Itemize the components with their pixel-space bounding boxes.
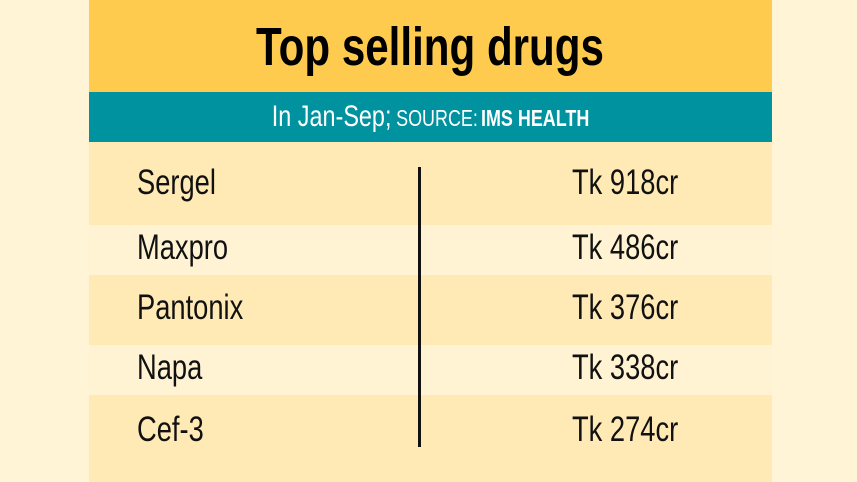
title-band: Top selling drugs — [89, 0, 772, 92]
infographic-card: Top selling drugs In Jan-Sep; SOURCE: IMS … — [89, 0, 772, 482]
subtitle-band: In Jan-Sep; SOURCE: IMS HEALTH — [89, 92, 772, 142]
table-row: Napa Tk 338cr — [89, 345, 772, 395]
chart-title: Top selling drugs — [256, 17, 605, 77]
table-row: Sergel Tk 918cr — [89, 142, 772, 225]
drug-name: Pantonix — [137, 288, 244, 327]
drug-name: Cef-3 — [137, 410, 204, 449]
subtitle: In Jan-Sep; SOURCE: IMS HEALTH — [272, 100, 590, 134]
drug-sales: Tk 274cr — [572, 410, 679, 449]
table-row: Pantonix Tk 376cr — [89, 275, 772, 345]
table-row: Maxpro Tk 486cr — [89, 225, 772, 275]
source-name: IMS HEALTH — [480, 105, 590, 131]
period-label: In Jan-Sep; — [271, 100, 392, 133]
table-row: Cef-3 Tk 274cr — [89, 395, 772, 482]
source-label: SOURCE: — [396, 105, 478, 131]
column-divider — [418, 167, 421, 447]
drug-name: Napa — [137, 348, 203, 387]
drug-sales: Tk 918cr — [572, 163, 679, 202]
drug-sales: Tk 486cr — [572, 228, 679, 267]
drug-sales: Tk 376cr — [572, 288, 679, 327]
drug-sales: Tk 338cr — [572, 348, 679, 387]
drug-name: Maxpro — [137, 228, 229, 267]
drug-name: Sergel — [137, 163, 216, 202]
